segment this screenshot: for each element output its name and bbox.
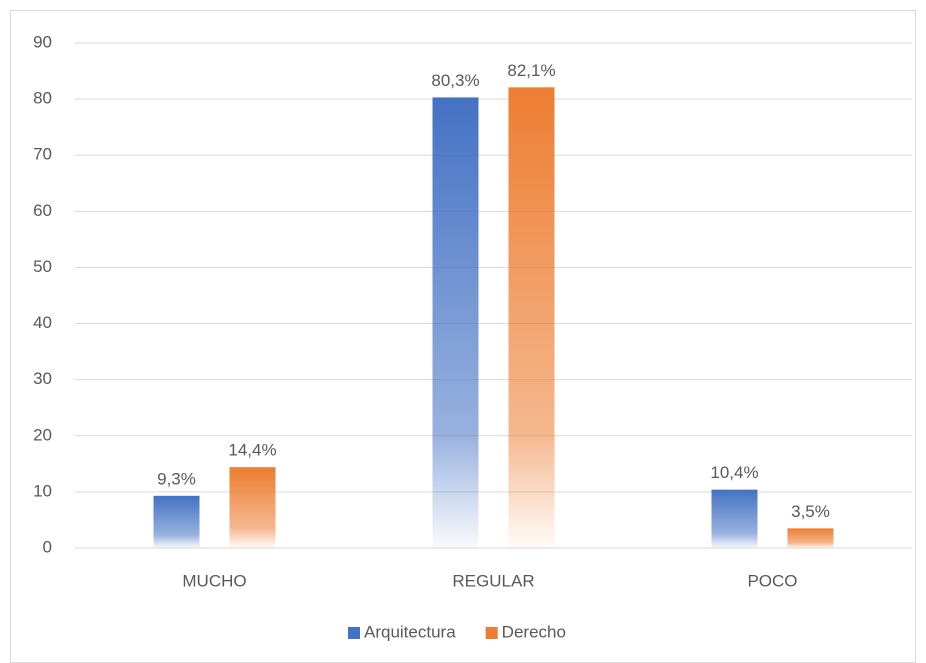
data-label: 10,4% (710, 463, 758, 482)
bar (787, 528, 834, 548)
x-tick-label: MUCHO (182, 571, 246, 590)
data-label: 82,1% (507, 61, 555, 80)
y-tick-label: 40 (33, 313, 52, 332)
x-tick-label: POCO (747, 571, 797, 590)
data-label: 3,5% (791, 502, 830, 521)
bar (711, 489, 758, 548)
legend-swatch (485, 627, 498, 639)
bar (153, 495, 200, 548)
y-tick-label: 30 (33, 369, 52, 388)
y-tick-label: 70 (33, 145, 52, 164)
legend-swatch (348, 627, 360, 639)
data-label: 14,4% (228, 441, 276, 460)
y-tick-label: 50 (33, 257, 52, 276)
data-label: 9,3% (157, 469, 196, 488)
y-tick-label: 80 (33, 89, 52, 108)
x-tick-label: REGULAR (452, 571, 534, 590)
y-tick-label: 90 (33, 32, 52, 51)
y-tick-label: 10 (33, 481, 52, 500)
bar (229, 467, 276, 548)
bar (432, 97, 479, 548)
legend-label: Arquitectura (364, 622, 456, 641)
y-tick-label: 0 (43, 537, 52, 556)
bar (508, 87, 555, 549)
legend-label: Derecho (502, 622, 566, 641)
y-tick-label: 60 (33, 201, 52, 220)
data-label: 80,3% (431, 71, 479, 90)
y-tick-label: 20 (33, 425, 52, 444)
